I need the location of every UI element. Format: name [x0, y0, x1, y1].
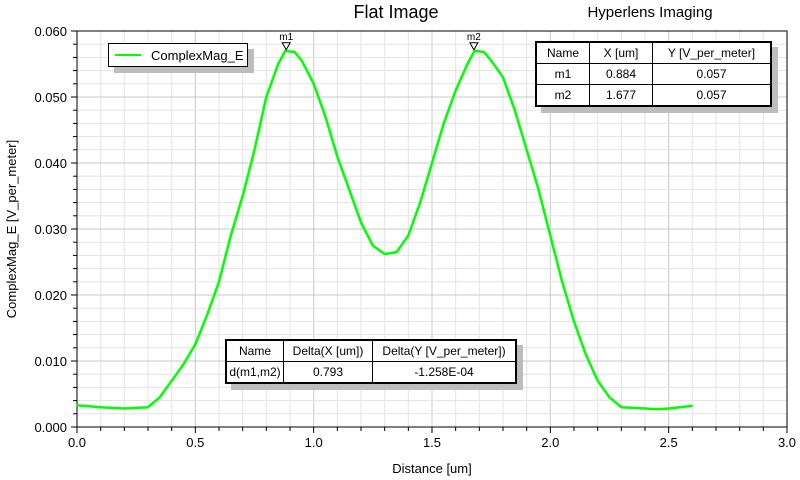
table-header-row: Name X [um] Y [V_per_meter]: [536, 42, 771, 64]
data-point: [159, 396, 161, 399]
data-point: [218, 281, 220, 283]
data-point: [596, 380, 599, 382]
data-point: [182, 363, 185, 366]
table-header-row: Name Delta(X [um]) Delta(Y [V_per_meter]…: [226, 340, 516, 362]
data-point: [620, 406, 623, 409]
legend: ComplexMag_E: [108, 43, 248, 67]
cell: 1.677: [589, 84, 653, 106]
data-point: [99, 406, 102, 409]
x-axis-label: Distance [um]: [392, 461, 471, 476]
data-point: [644, 407, 646, 410]
data-point: [525, 149, 528, 151]
data-point: [561, 281, 563, 283]
header-cell: Y [V_per_meter]: [652, 42, 771, 64]
data-point: [667, 407, 670, 410]
marker-label: m2: [467, 32, 481, 43]
data-point: [454, 89, 457, 92]
header-cell: Delta(Y [V_per_meter]): [372, 340, 516, 362]
data-point: [691, 405, 694, 407]
data-point: [395, 251, 398, 253]
data-point: [301, 59, 303, 62]
data-point: [253, 149, 256, 151]
data-point: [170, 380, 173, 382]
chart-title: Flat Image: [353, 2, 438, 22]
data-point: [549, 234, 552, 237]
cell: -1.258E-04: [372, 361, 516, 383]
data-point: [407, 234, 410, 237]
data-point: [265, 96, 268, 98]
y-tick-label: 0.060: [34, 24, 67, 39]
x-tick-label: 3.0: [778, 435, 796, 450]
delta-table: Name Delta(X [um]) Delta(Y [V_per_meter]…: [225, 339, 517, 384]
y-tick-label: 0.000: [34, 420, 67, 435]
data-point: [147, 406, 149, 409]
cell: d(m1,m2): [226, 361, 284, 383]
cell: 0.057: [652, 84, 771, 106]
y-tick-label: 0.030: [34, 222, 67, 237]
x-tick-label: 1.0: [305, 435, 323, 450]
y-tick-label: 0.040: [34, 156, 67, 171]
data-point: [230, 234, 232, 237]
header-cell: Delta(X [um]): [283, 340, 373, 362]
marker-label: m1: [279, 32, 293, 43]
data-point: [336, 155, 339, 158]
y-tick-label: 0.010: [34, 354, 67, 369]
cell: m2: [536, 84, 590, 106]
table-row: m2 1.677 0.057: [536, 84, 771, 106]
marker-triangle-icon: [469, 42, 479, 51]
data-point: [466, 63, 469, 65]
data-point: [348, 188, 350, 191]
data-point: [608, 396, 611, 399]
data-point: [241, 195, 244, 197]
data-point: [284, 50, 287, 52]
data-point: [537, 188, 540, 191]
data-point: [483, 51, 485, 53]
data-point: [490, 59, 492, 62]
cell: 0.793: [283, 361, 373, 383]
header-cell: Name: [226, 340, 284, 362]
data-point: [360, 221, 362, 224]
data-point: [270, 83, 272, 85]
cell: m1: [536, 63, 590, 85]
data-point: [431, 162, 433, 164]
data-point: [514, 109, 516, 111]
header-cell: Name: [536, 42, 590, 64]
data-point: [324, 116, 327, 118]
data-point: [443, 122, 445, 125]
x-tick-label: 2.5: [660, 435, 678, 450]
x-tick-label: 0.5: [186, 435, 204, 450]
legend-label: ComplexMag_E: [151, 48, 244, 63]
x-tick-label: 1.5: [423, 435, 441, 450]
chart-subtitle: Hyperlens Imaging: [587, 4, 712, 21]
y-tick-label: 0.050: [34, 90, 67, 105]
data-point: [312, 83, 315, 85]
y-tick-label: 0.020: [34, 288, 67, 303]
data-point: [419, 201, 421, 204]
data-point: [277, 63, 279, 65]
table-row: m1 0.884 0.057: [536, 63, 771, 85]
data-point: [372, 244, 374, 247]
table-row: d(m1,m2) 0.793 -1.258E-04: [226, 361, 516, 383]
header-cell: X [um]: [589, 42, 653, 64]
data-point: [76, 404, 78, 407]
marker-triangle-icon: [281, 42, 292, 51]
cell: 0.057: [652, 63, 771, 85]
data-point: [194, 343, 197, 346]
x-tick-label: 2.0: [541, 435, 559, 450]
data-point: [473, 50, 476, 52]
data-point: [383, 253, 386, 255]
data-point: [573, 320, 575, 323]
data-point: [656, 408, 658, 410]
data-point: [502, 76, 504, 78]
data-point: [585, 353, 587, 356]
x-tick-label: 0.0: [68, 435, 86, 450]
data-point: [206, 314, 208, 316]
data-point: [632, 407, 634, 409]
data-point: [123, 407, 126, 410]
series-line: [76, 49, 693, 411]
cell: 0.884: [589, 63, 653, 85]
marker-table: Name X [um] Y [V_per_meter] m1 0.884 0.0…: [535, 41, 772, 107]
data-point: [293, 51, 296, 53]
y-axis-label: ComplexMag_E [V_per_meter]: [4, 140, 19, 318]
